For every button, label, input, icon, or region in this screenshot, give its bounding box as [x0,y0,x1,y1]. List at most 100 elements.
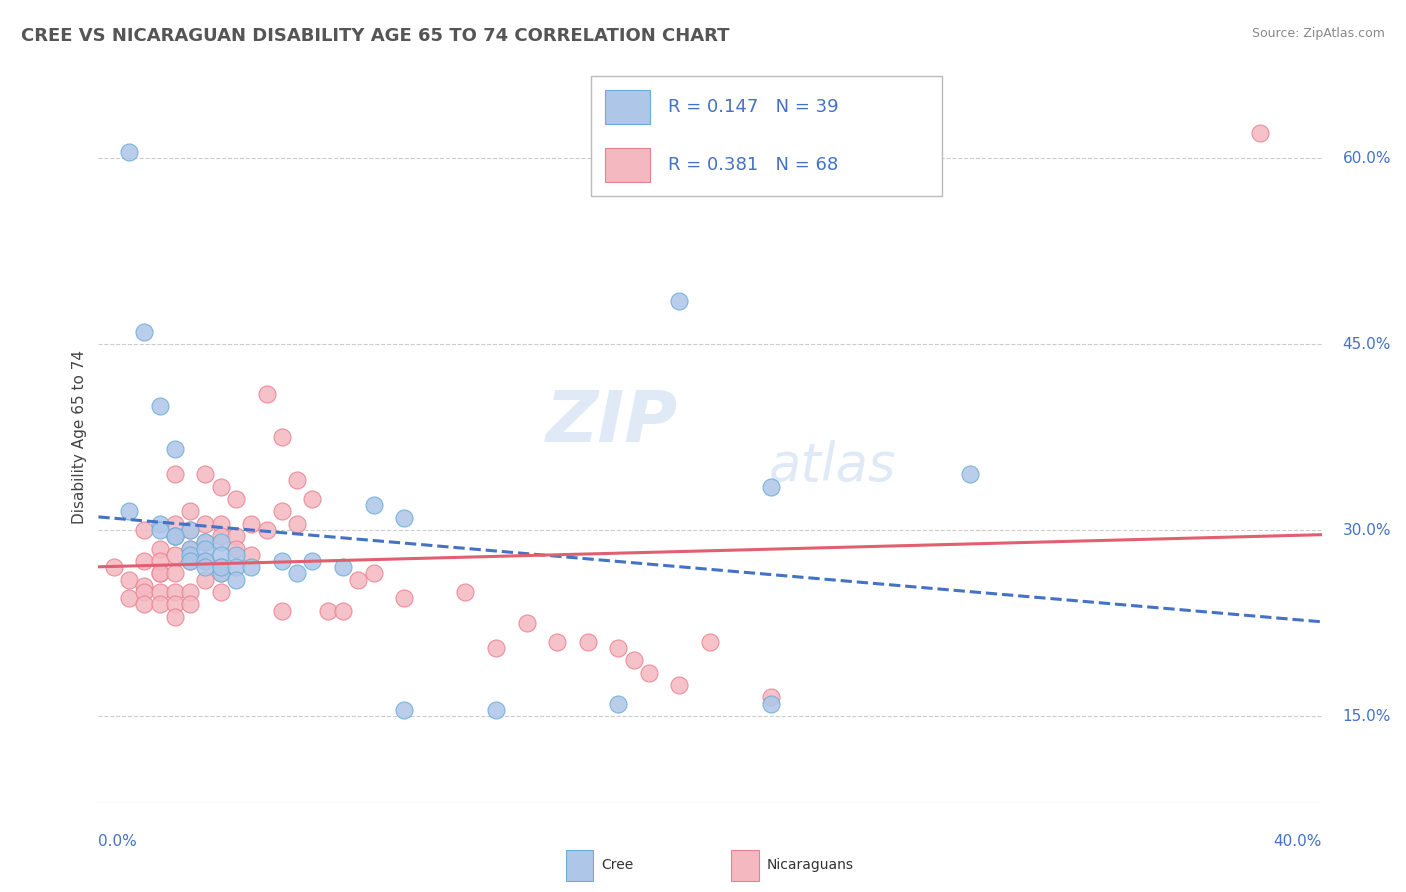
Point [270,430,292,444]
Text: 30.0%: 30.0% [1343,523,1391,538]
Point [134,585,156,599]
Point [1249,126,1271,140]
Point [546,634,568,648]
Point [118,504,141,518]
Point [699,634,721,648]
Text: CREE VS NICARAGUAN DISABILITY AGE 65 TO 74 CORRELATION CHART: CREE VS NICARAGUAN DISABILITY AGE 65 TO … [21,27,730,45]
Point [134,325,156,339]
Point [607,640,630,655]
Point [149,566,172,581]
Point [209,529,232,543]
Bar [731,849,759,881]
Point [134,579,156,593]
Point [149,523,172,537]
Point [225,573,247,587]
Point [347,573,370,587]
Point [149,566,172,581]
Text: ZIP: ZIP [546,388,678,457]
Point [759,690,782,705]
Point [149,585,172,599]
Point [163,467,186,482]
Point [270,604,292,618]
Point [209,516,232,531]
Bar [605,148,650,182]
Point [163,598,186,612]
Point [179,541,201,556]
Point [209,548,232,562]
Point [194,467,217,482]
Point [134,554,156,568]
Point [163,516,186,531]
Point [392,510,416,524]
Text: 40.0%: 40.0% [1274,834,1322,849]
Point [225,491,247,506]
Point [301,554,323,568]
Point [363,566,385,581]
Point [285,474,308,488]
Point [194,541,217,556]
Point [332,604,354,618]
Point [209,535,232,549]
Y-axis label: Disability Age 65 to 74: Disability Age 65 to 74 [72,350,87,524]
Point [285,566,308,581]
Point [485,703,508,717]
Point [209,480,232,494]
Point [149,598,172,612]
Point [149,516,172,531]
Point [332,560,354,574]
Point [256,386,278,401]
Point [134,598,156,612]
Point [194,573,217,587]
Point [163,442,186,457]
Bar [565,849,593,881]
Point [163,610,186,624]
Point [179,548,201,562]
Point [301,491,323,506]
Point [149,541,172,556]
Text: Nicaraguans: Nicaraguans [766,858,853,872]
Point [637,665,661,680]
Point [179,523,201,537]
Point [179,523,201,537]
Point [270,554,292,568]
Point [240,548,263,562]
Point [194,535,217,549]
Point [209,585,232,599]
Point [209,560,232,574]
Point [194,554,217,568]
Point [285,516,308,531]
Point [163,566,186,581]
Point [209,560,232,574]
Point [392,591,416,606]
Point [179,585,201,599]
Point [668,293,690,308]
Point [240,560,263,574]
Point [179,541,201,556]
Point [118,591,141,606]
Point [759,697,782,711]
Point [454,585,477,599]
Point [516,615,538,630]
Point [607,697,630,711]
Text: Source: ZipAtlas.com: Source: ZipAtlas.com [1251,27,1385,40]
Point [179,554,201,568]
Point [163,529,186,543]
Point [225,541,247,556]
Point [163,585,186,599]
Point [163,529,186,543]
Point [118,145,141,159]
Point [103,560,125,574]
Point [194,554,217,568]
Point [179,554,201,568]
Point [668,678,690,692]
Text: R = 0.381   N = 68: R = 0.381 N = 68 [668,156,838,174]
Point [270,504,292,518]
Point [194,560,217,574]
Point [149,399,172,413]
Point [363,498,385,512]
Point [163,529,186,543]
Point [225,529,247,543]
Point [576,634,599,648]
Point [485,640,508,655]
Point [316,604,339,618]
